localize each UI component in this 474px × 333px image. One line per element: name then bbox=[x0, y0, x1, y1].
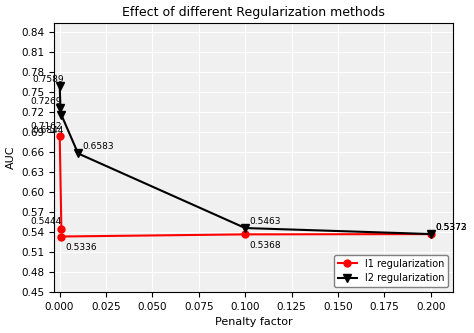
Text: 0.5463: 0.5463 bbox=[249, 217, 281, 226]
Text: 0.7269: 0.7269 bbox=[30, 97, 62, 106]
Line: l2 regularization: l2 regularization bbox=[55, 82, 435, 238]
Y-axis label: AUC: AUC bbox=[6, 146, 16, 169]
Text: 0.6844: 0.6844 bbox=[32, 126, 64, 135]
Text: 0.7162: 0.7162 bbox=[31, 122, 62, 131]
l2 regularization bbox=[428, 232, 434, 236]
l2 regularization bbox=[59, 113, 64, 117]
l1 regularization bbox=[59, 234, 64, 238]
l2 regularization bbox=[58, 106, 64, 110]
Text: 0.7589: 0.7589 bbox=[32, 75, 64, 84]
Text: 0.5368: 0.5368 bbox=[249, 241, 281, 250]
l1 regularization bbox=[242, 232, 248, 236]
Text: 0.5336: 0.5336 bbox=[65, 243, 97, 252]
Text: 0.5373: 0.5373 bbox=[435, 223, 467, 232]
X-axis label: Penalty factor: Penalty factor bbox=[215, 317, 292, 327]
l1 regularization bbox=[428, 232, 434, 236]
l2 regularization bbox=[75, 152, 81, 156]
l2 regularization bbox=[242, 226, 248, 230]
Legend: l1 regularization, l2 regularization: l1 regularization, l2 regularization bbox=[334, 255, 448, 287]
Text: 0.6583: 0.6583 bbox=[82, 142, 114, 151]
l2 regularization bbox=[57, 85, 63, 89]
Title: Effect of different Regularization methods: Effect of different Regularization metho… bbox=[122, 6, 385, 19]
Line: l1 regularization: l1 regularization bbox=[58, 231, 434, 240]
Text: 0.5372: 0.5372 bbox=[435, 223, 466, 232]
Text: 0.5444: 0.5444 bbox=[31, 217, 62, 226]
